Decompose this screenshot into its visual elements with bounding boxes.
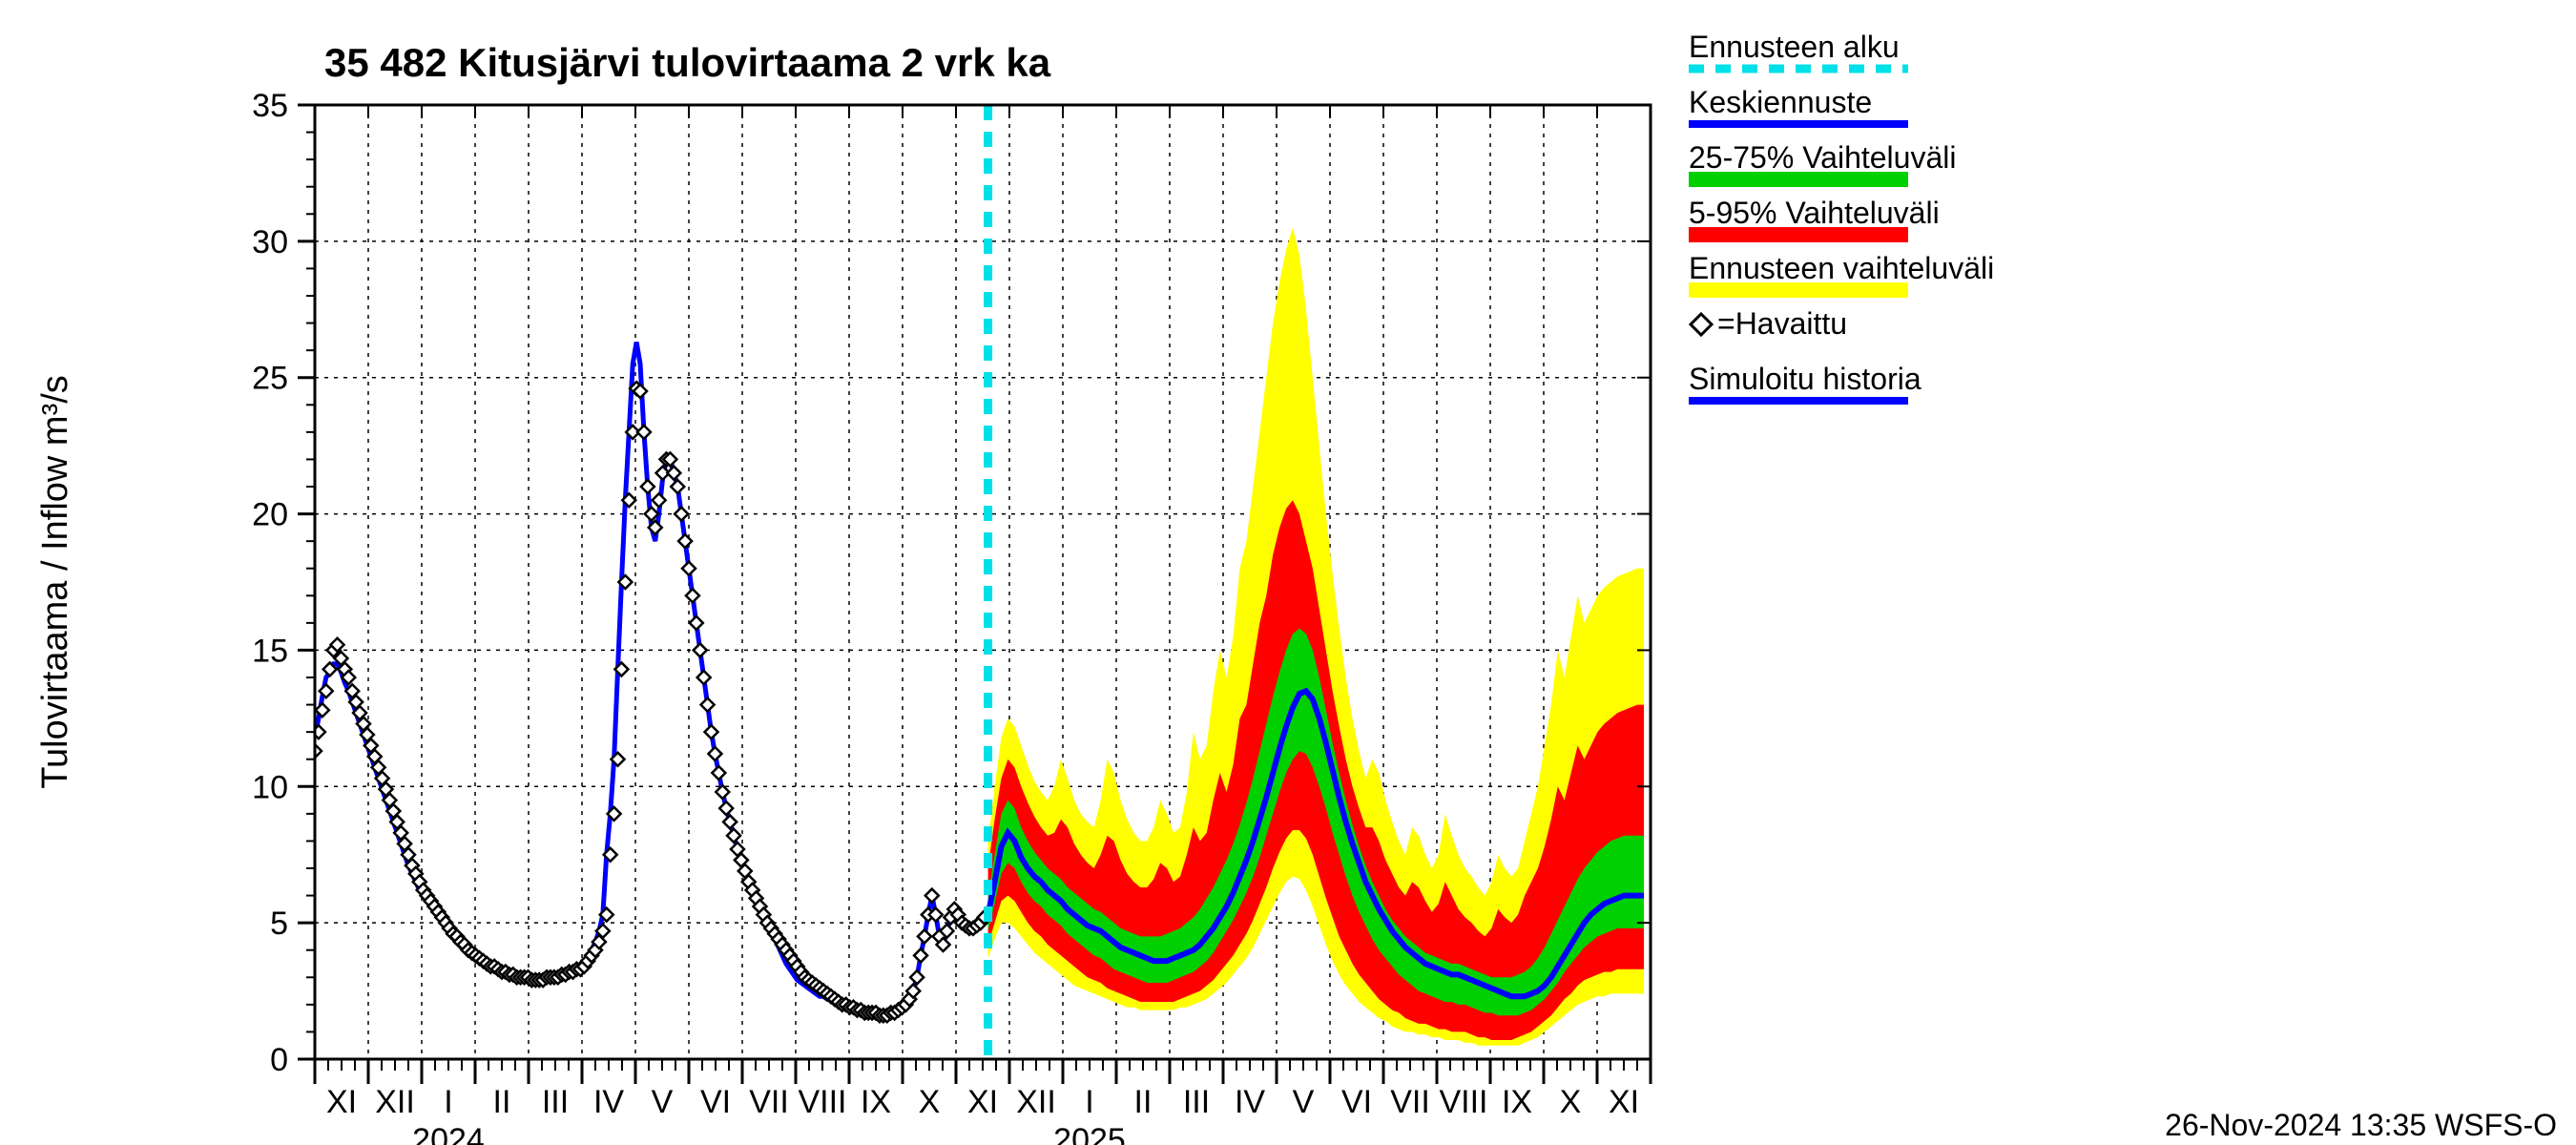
svg-text:IX: IX	[1502, 1084, 1532, 1120]
chart-title: 35 482 Kitusjärvi tulovirtaama 2 vrk ka	[324, 40, 1051, 85]
svg-text:15: 15	[252, 633, 288, 669]
svg-text:VIII: VIII	[798, 1084, 846, 1120]
svg-text:XI: XI	[967, 1084, 998, 1120]
legend-label: 25-75% Vaihteluväli	[1689, 140, 1956, 175]
svg-text:VII: VII	[1390, 1084, 1430, 1120]
legend-label: Ennusteen vaihteluväli	[1689, 251, 1994, 285]
svg-text:I: I	[444, 1084, 452, 1120]
svg-text:XII: XII	[375, 1084, 415, 1120]
svg-text:IV: IV	[593, 1084, 624, 1120]
svg-text:X: X	[1560, 1084, 1582, 1120]
svg-text:0: 0	[270, 1042, 288, 1078]
svg-text:XII: XII	[1016, 1084, 1056, 1120]
svg-text:XI: XI	[326, 1084, 357, 1120]
svg-text:III: III	[542, 1084, 569, 1120]
svg-text:I: I	[1085, 1084, 1093, 1120]
svg-text:2025: 2025	[1053, 1122, 1126, 1145]
svg-text:2024: 2024	[412, 1122, 485, 1145]
legend-label: Simuloitu historia	[1689, 362, 1922, 396]
y-axis-label: Tulovirtaama / Inflow m³/s	[35, 375, 75, 789]
svg-text:VI: VI	[1341, 1084, 1372, 1120]
svg-text:IV: IV	[1235, 1084, 1265, 1120]
svg-text:5: 5	[270, 906, 288, 942]
svg-text:IX: IX	[861, 1084, 891, 1120]
svg-text:10: 10	[252, 769, 288, 805]
svg-text:VII: VII	[749, 1084, 789, 1120]
svg-text:XI: XI	[1609, 1084, 1639, 1120]
legend-label: =Havaittu	[1717, 306, 1847, 341]
legend-label: 5-95% Vaihteluväli	[1689, 196, 1940, 230]
chart-svg: 05101520253035XIXIIIIIIIIIVVVIVIIVIIIIXX…	[0, 0, 2576, 1145]
svg-text:X: X	[919, 1084, 941, 1120]
footer-timestamp: 26-Nov-2024 13:35 WSFS-O	[2165, 1108, 2557, 1142]
svg-text:20: 20	[252, 497, 288, 533]
chart-container: 05101520253035XIXIIIIIIIIIVVVIVIIVIIIIXX…	[0, 0, 2576, 1145]
svg-text:25: 25	[252, 361, 288, 397]
legend-label: Ennusteen alku	[1689, 30, 1900, 64]
svg-text:VI: VI	[700, 1084, 731, 1120]
svg-text:VIII: VIII	[1439, 1084, 1487, 1120]
svg-text:35: 35	[252, 88, 288, 124]
svg-text:30: 30	[252, 224, 288, 260]
svg-text:V: V	[1293, 1084, 1315, 1120]
svg-text:V: V	[652, 1084, 674, 1120]
svg-text:II: II	[1134, 1084, 1153, 1120]
legend-label: Keskiennuste	[1689, 85, 1872, 119]
svg-text:II: II	[493, 1084, 511, 1120]
svg-text:III: III	[1183, 1084, 1210, 1120]
